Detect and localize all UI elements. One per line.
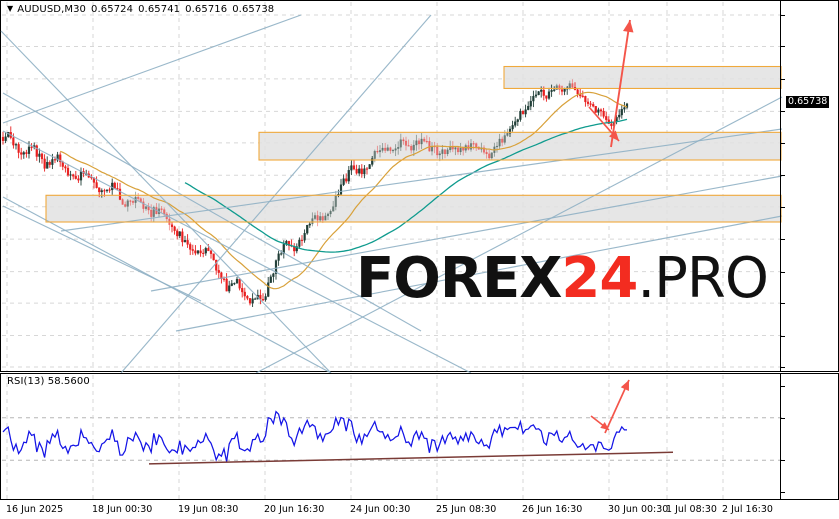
quote-open: 0.65724	[91, 4, 134, 15]
rsi-indicator-pane[interactable]: RSI(13) 58.5600 10070300	[0, 373, 839, 500]
time-axis-label: 30 Jun 00:30	[608, 504, 669, 515]
triangle-down-icon[interactable]: ▼	[7, 4, 14, 13]
price-tick-mark	[780, 335, 785, 337]
price-tick-mark	[780, 46, 785, 48]
time-axis[interactable]: 16 Jun 2025 18 Jun 00:30 19 Jun 08:30 20 Ju…	[0, 500, 839, 519]
price-tick-mark	[780, 15, 785, 16]
rsi-chart-canvas	[2, 375, 782, 499]
rsi-tick-mark	[780, 492, 785, 493]
watermark-24: 24	[561, 246, 638, 311]
quote-high: 0.65741	[138, 4, 181, 15]
time-axis-label: 24 Jun 00:30	[350, 504, 411, 515]
rsi-axis-labels[interactable]: 10070300	[780, 374, 838, 499]
watermark-pro: .PRO	[637, 246, 769, 311]
watermark-forex: FOREX	[356, 246, 562, 311]
rsi-header-label: RSI(13) 58.5600	[7, 376, 90, 387]
current-price-tag: 0.65738	[786, 95, 830, 108]
price-tick-mark	[780, 271, 785, 273]
price-tick-mark	[780, 303, 785, 305]
price-tick-mark	[780, 239, 785, 241]
price-axis-labels[interactable]: 0.666500.663200.659800.656400.653100.649…	[780, 1, 838, 371]
price-tick-mark	[780, 142, 785, 144]
rsi-axis-line	[780, 374, 781, 499]
price-tick-mark	[780, 78, 785, 80]
time-axis-label: 26 Jun 16:30	[522, 504, 583, 515]
time-axis-label: 20 Jun 16:30	[264, 504, 325, 515]
price-tick-mark	[780, 175, 785, 177]
forex24pro-watermark: FOREX24.PRO	[356, 251, 769, 307]
chart-header: ▼ AUDUSD,M30 0.65724 0.65741 0.65716 0.65738	[7, 4, 274, 15]
time-axis-label: 2 Jul 16:30	[722, 504, 773, 515]
rsi-tick-mark	[780, 460, 785, 462]
time-axis-label: 1 Jul 08:30	[666, 504, 717, 515]
rsi-tick-mark	[780, 417, 785, 419]
price-tick-mark	[780, 206, 785, 208]
quote-low: 0.65716	[185, 4, 228, 15]
price-tick-mark	[780, 111, 785, 113]
price-chart-canvas	[0, 2, 783, 374]
quote-close: 0.65738	[232, 4, 275, 15]
time-axis-label: 25 Jun 08:30	[436, 504, 497, 515]
price-tick-mark	[780, 367, 785, 368]
time-axis-label: 18 Jun 00:30	[92, 504, 153, 515]
rsi-tick-mark	[780, 386, 785, 387]
symbol-label: AUDUSD,M30	[17, 4, 87, 15]
price-chart-pane[interactable]: ▼ AUDUSD,M30 0.65724 0.65741 0.65716 0.65738 …	[0, 0, 839, 374]
price-axis-line	[780, 1, 781, 371]
time-axis-label: 19 Jun 08:30	[178, 504, 239, 515]
time-axis-label: 16 Jun 2025	[6, 504, 64, 515]
